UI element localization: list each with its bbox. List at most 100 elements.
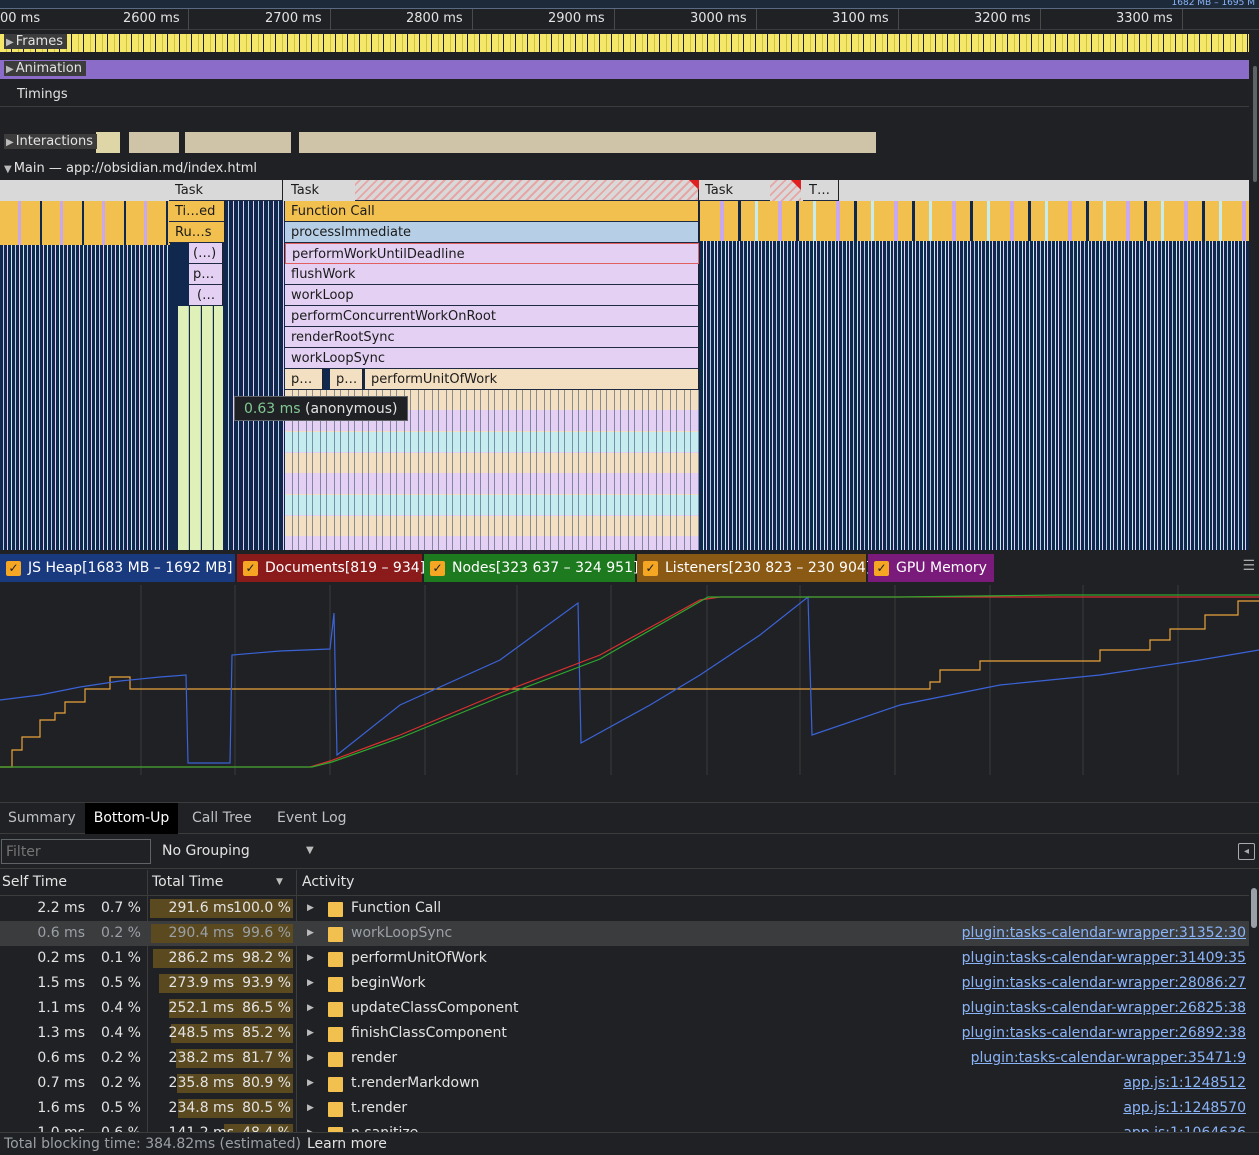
source-link[interactable]: app.js:1:1248570	[1123, 1100, 1246, 1116]
source-link[interactable]: app.js:1:1064636	[1123, 1121, 1246, 1132]
memory-graph[interactable]	[0, 585, 1259, 775]
expand-row-icon[interactable]: ▶	[307, 1121, 314, 1132]
tab-call-tree[interactable]: Call Tree	[192, 810, 252, 826]
counter-toggle[interactable]: ✓ Listeners[230 823 – 230 904]	[637, 554, 871, 582]
flame-task[interactable]: T…	[803, 180, 839, 201]
tab-summary[interactable]: Summary	[8, 810, 76, 826]
sort-descending-icon[interactable]: ▼	[276, 877, 283, 887]
flame-anonymous[interactable]: (…)	[189, 243, 223, 264]
checkbox-icon[interactable]: ✓	[874, 561, 889, 576]
counter-toggle[interactable]: ✓ JS Heap[1683 MB – 1692 MB]	[0, 554, 235, 582]
table-scrollbar[interactable]	[1249, 870, 1259, 1132]
table-row[interactable]: 0.6 ms 0.2 % 238.2 ms 81.7 % ▶ render plugin:t…	[0, 1046, 1249, 1071]
frames-track-header[interactable]: ▶ Frames	[0, 32, 67, 52]
interaction-block[interactable]	[96, 132, 120, 153]
frames-track[interactable]	[0, 30, 1249, 54]
learn-more-link[interactable]: Learn more	[306, 1136, 387, 1152]
source-link[interactable]: app.js:1:1248512	[1123, 1075, 1246, 1091]
source-link[interactable]: plugin:tasks-calendar-wrapper:26892:38	[961, 1025, 1246, 1041]
time-ruler[interactable]: 1682 MB – 1695 M 00 ms 2600 ms 2700 ms 2…	[0, 0, 1259, 30]
grouping-select[interactable]: No Grouping	[162, 843, 250, 859]
total-percent-value: 93.9 %	[242, 975, 291, 991]
checkbox-icon[interactable]: ✓	[6, 561, 21, 576]
interaction-block[interactable]	[185, 132, 291, 153]
tracks-scrollbar[interactable]	[1253, 66, 1257, 182]
activity-header[interactable]: Activity	[302, 874, 355, 890]
flame-work-loop[interactable]: workLoop	[285, 285, 699, 306]
animation-track-header[interactable]: ▶ Animation	[0, 59, 86, 79]
flame-perform-work-until-deadline[interactable]: performWorkUntilDeadline	[285, 243, 699, 264]
counter-toggle[interactable]: ✓ Documents[819 – 934]	[237, 554, 425, 582]
self-time-header[interactable]: Self Time	[2, 874, 68, 890]
category-color-icon	[328, 952, 343, 967]
interaction-block[interactable]	[129, 132, 179, 153]
total-time-value: 273.9 ms	[168, 975, 234, 991]
flame-anonymous[interactable]: (…	[189, 285, 223, 306]
flame-timer[interactable]: Ti…ed	[169, 201, 225, 222]
flame-process-immediate[interactable]: processImmediate	[285, 222, 699, 243]
timeline-tracks[interactable]: ▶ Frames ▶ Animation Timings ▶ Interactions…	[0, 30, 1259, 550]
interaction-block[interactable]	[299, 132, 876, 153]
table-row[interactable]: 0.6 ms 0.2 % 290.4 ms 99.6 % ▶ workLoopSync pl…	[0, 921, 1249, 946]
total-time-value: 234.8 ms	[168, 1100, 234, 1116]
expand-row-icon[interactable]: ▶	[307, 1078, 314, 1088]
expand-row-icon[interactable]: ▶	[307, 903, 314, 913]
source-link[interactable]: plugin:tasks-calendar-wrapper:31352:30	[961, 925, 1246, 941]
checkbox-icon[interactable]: ✓	[430, 561, 445, 576]
flame-p[interactable]: p…	[189, 264, 223, 285]
table-row[interactable]: 1.0 ms 0.6 % 141.2 ms 48.4 % ▶ n.sanitize app.…	[0, 1121, 1249, 1132]
expand-triangle-icon[interactable]: ▶	[6, 64, 14, 75]
filter-input[interactable]	[1, 839, 151, 864]
overview-strip[interactable]	[0, 0, 1259, 9]
main-track-header[interactable]: ▼ Main — app://obsidian.md/index.html	[0, 159, 257, 179]
counter-toggle[interactable]: ✓ Nodes[323 637 – 324 951]	[424, 554, 638, 582]
chevron-down-icon[interactable]: ▼	[306, 845, 314, 856]
tab-event-log[interactable]: Event Log	[277, 810, 347, 826]
flame-work-loop-sync[interactable]: workLoopSync	[285, 348, 699, 369]
expand-row-icon[interactable]: ▶	[307, 953, 314, 963]
table-row[interactable]: 1.3 ms 0.4 % 248.5 ms 85.2 % ▶ finishClassCom…	[0, 1021, 1249, 1046]
animation-bar[interactable]	[0, 60, 1249, 79]
menu-icon[interactable]: ☰	[1242, 558, 1255, 574]
flame-perform-unit[interactable]: p…	[285, 369, 323, 390]
flame-perform-unit-of-work[interactable]: performUnitOfWork	[365, 369, 699, 390]
self-percent-value: 0.5 %	[100, 1100, 141, 1116]
expand-triangle-icon[interactable]: ▶	[6, 37, 14, 48]
activity-name: t.renderMarkdown	[351, 1075, 480, 1091]
frames-label: Frames	[15, 34, 63, 49]
table-row[interactable]: 1.6 ms 0.5 % 234.8 ms 80.5 % ▶ t.render app.js…	[0, 1096, 1249, 1121]
counter-toggle[interactable]: ✓ GPU Memory	[868, 554, 994, 582]
expand-row-icon[interactable]: ▶	[307, 978, 314, 988]
total-time-header[interactable]: Total Time	[152, 874, 224, 890]
tab-bottom-up[interactable]: Bottom-Up	[85, 803, 178, 834]
checkbox-icon[interactable]: ✓	[643, 561, 658, 576]
table-row[interactable]: 1.1 ms 0.4 % 252.1 ms 86.5 % ▶ updateClassCom…	[0, 996, 1249, 1021]
expand-triangle-icon[interactable]: ▶	[6, 137, 14, 148]
source-link[interactable]: plugin:tasks-calendar-wrapper:28086:27	[961, 975, 1246, 991]
source-link[interactable]: plugin:tasks-calendar-wrapper:35471:9	[970, 1050, 1246, 1066]
expand-row-icon[interactable]: ▶	[307, 1028, 314, 1038]
checkbox-icon[interactable]: ✓	[243, 561, 258, 576]
table-row[interactable]: 0.7 ms 0.2 % 235.8 ms 80.9 % ▶ t.renderMarkdo…	[0, 1071, 1249, 1096]
table-row[interactable]: 1.5 ms 0.5 % 273.9 ms 93.9 % ▶ beginWork plugi…	[0, 971, 1249, 996]
collapse-triangle-icon[interactable]: ▼	[4, 164, 12, 175]
source-link[interactable]: plugin:tasks-calendar-wrapper:31409:35	[961, 950, 1246, 966]
flame-task[interactable]: Task	[169, 180, 283, 201]
flame-flush-work[interactable]: flushWork	[285, 264, 699, 285]
sidebar-toggle-icon[interactable]: ◂	[1238, 843, 1255, 860]
flame-run[interactable]: Ru…s	[169, 222, 225, 243]
table-row[interactable]: 0.2 ms 0.1 % 286.2 ms 98.2 % ▶ performUnitOfW…	[0, 946, 1249, 971]
expand-row-icon[interactable]: ▶	[307, 1003, 314, 1013]
flame-perform-unit[interactable]: p…	[330, 369, 363, 390]
interactions-track-header[interactable]: ▶ Interactions	[0, 132, 98, 152]
timings-track-header[interactable]: Timings	[0, 85, 68, 105]
flame-function-call[interactable]: Function Call	[285, 201, 699, 222]
flame-task-label: Task	[291, 183, 320, 198]
expand-row-icon[interactable]: ▶	[307, 1103, 314, 1113]
expand-row-icon[interactable]: ▶	[307, 1053, 314, 1063]
expand-row-icon[interactable]: ▶	[307, 928, 314, 938]
flame-perform-concurrent-work-on-root[interactable]: performConcurrentWorkOnRoot	[285, 306, 699, 327]
table-row[interactable]: 2.2 ms 0.7 % 291.6 ms 100.0 % ▶ Function Call	[0, 896, 1249, 921]
flame-render-root-sync[interactable]: renderRootSync	[285, 327, 699, 348]
source-link[interactable]: plugin:tasks-calendar-wrapper:26825:38	[961, 1000, 1246, 1016]
